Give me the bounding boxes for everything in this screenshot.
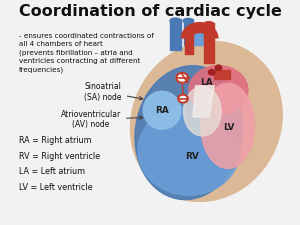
Ellipse shape [143,91,181,129]
Ellipse shape [138,106,240,195]
Text: LA = Left atrium: LA = Left atrium [19,167,85,176]
Text: LV: LV [224,123,235,132]
Text: LA: LA [200,78,213,87]
Ellipse shape [189,65,248,115]
Text: Coordination of cardiac cycle: Coordination of cardiac cycle [19,4,281,19]
Ellipse shape [201,83,255,168]
Ellipse shape [130,41,282,201]
Ellipse shape [184,87,221,136]
Circle shape [208,70,215,75]
Text: RA = Right atrium: RA = Right atrium [19,136,91,145]
Ellipse shape [183,18,193,23]
Text: RV = Right ventricle: RV = Right ventricle [19,152,100,161]
Text: Sinoatrial
(SA) node: Sinoatrial (SA) node [84,82,143,102]
Text: - ensures coordinated contractions of
all 4 chambers of heart
(prevents fibrilla: - ensures coordinated contractions of al… [19,33,153,73]
Ellipse shape [135,66,243,200]
Ellipse shape [170,18,181,24]
Circle shape [178,94,188,103]
Text: LV = Left ventricle: LV = Left ventricle [19,183,92,192]
Polygon shape [214,70,230,79]
Polygon shape [193,86,214,117]
Circle shape [215,65,222,70]
Text: RA: RA [155,106,169,115]
Text: RV: RV [184,152,199,161]
Text: Atrioventricular
(AV) node: Atrioventricular (AV) node [61,110,143,129]
Ellipse shape [204,22,214,27]
Circle shape [176,73,188,83]
